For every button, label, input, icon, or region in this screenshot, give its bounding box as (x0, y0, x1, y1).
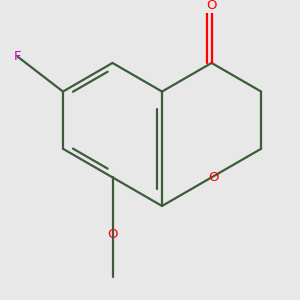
Text: O: O (206, 0, 217, 12)
Text: O: O (208, 171, 218, 184)
Text: F: F (14, 50, 21, 63)
Text: O: O (107, 228, 118, 241)
